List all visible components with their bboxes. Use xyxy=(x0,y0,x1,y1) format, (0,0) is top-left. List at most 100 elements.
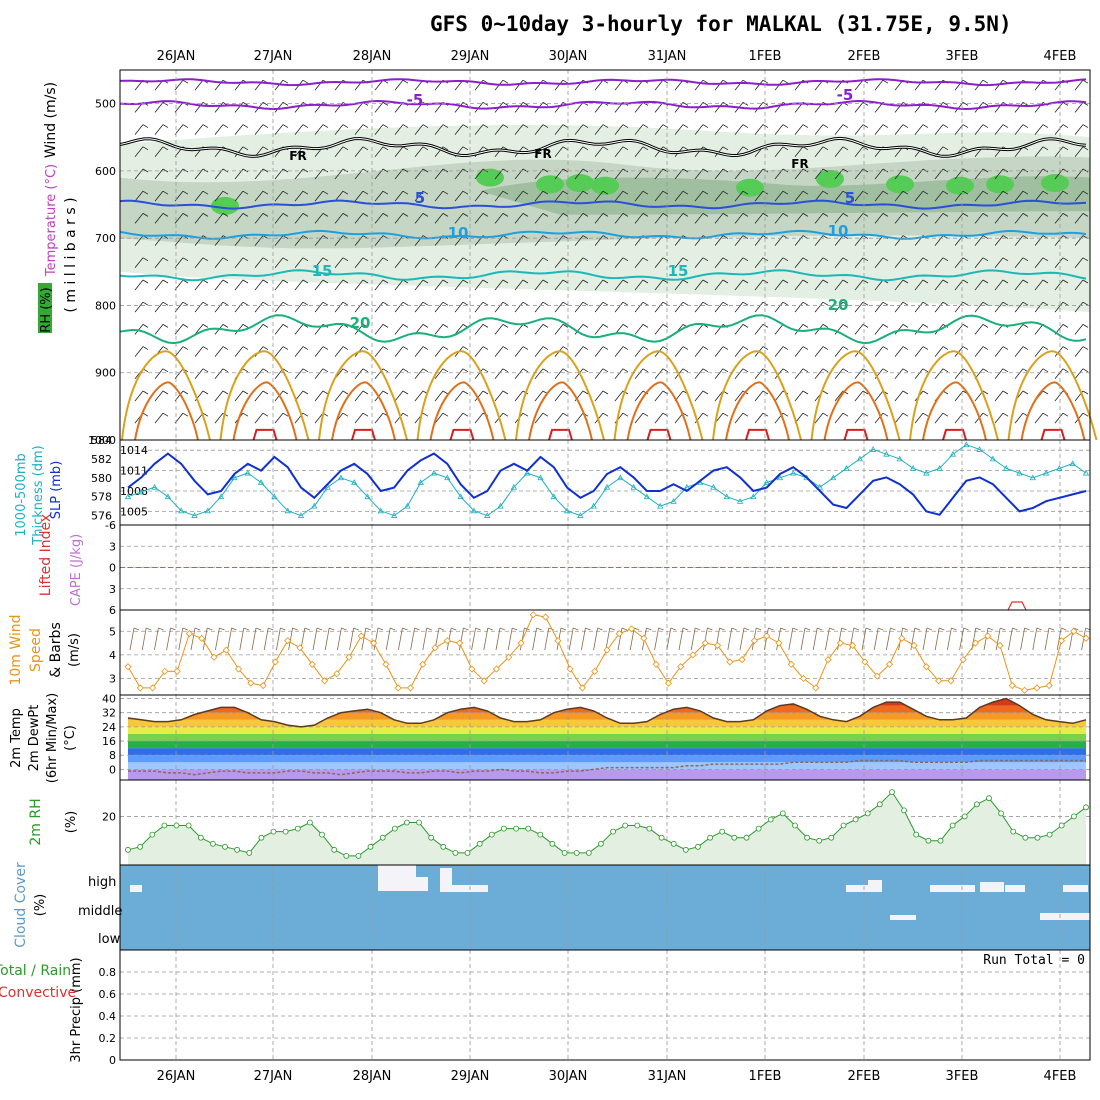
barb-staff xyxy=(1034,190,1044,202)
barb-flag xyxy=(502,168,509,173)
barb-staff xyxy=(1074,146,1084,158)
barb-flag xyxy=(422,412,429,417)
barb-flag xyxy=(642,324,649,328)
temp-band xyxy=(128,755,1086,763)
barb-staff xyxy=(394,235,404,246)
barb-flag xyxy=(622,412,629,417)
wind-barb xyxy=(1014,168,1029,180)
wind10m-marker xyxy=(615,630,623,638)
barb-flag xyxy=(922,346,929,350)
wind-barb xyxy=(694,301,709,313)
barb-staff xyxy=(174,213,184,224)
thickness-marker xyxy=(630,483,637,490)
barb-flag xyxy=(262,146,269,151)
rh2m-marker xyxy=(573,850,580,856)
barb-staff xyxy=(634,102,644,113)
barb-flag xyxy=(742,190,749,195)
barb-staff xyxy=(474,168,484,180)
barb-staff xyxy=(654,368,664,380)
barb-flag xyxy=(902,257,909,262)
barb-flag xyxy=(162,368,169,373)
thickness-marker xyxy=(444,474,451,481)
wind10m-marker xyxy=(542,613,550,621)
wind-barb xyxy=(474,279,489,291)
barb-staff xyxy=(934,235,944,246)
wind-barb xyxy=(294,301,309,313)
wind-barb xyxy=(1054,412,1069,424)
wind-barb xyxy=(154,190,169,202)
wind-barb xyxy=(614,301,629,313)
barb-staff xyxy=(1074,301,1084,313)
barb-staff xyxy=(214,346,224,357)
barb-staff xyxy=(194,124,204,135)
barb-flag xyxy=(942,368,949,373)
barb-staff xyxy=(874,235,884,246)
barb-flag xyxy=(582,279,589,284)
barb-staff xyxy=(314,190,324,202)
barb-staff xyxy=(654,235,664,246)
wind-barb xyxy=(674,102,689,113)
wind10m-barb-flag xyxy=(756,627,762,631)
barb-flag xyxy=(382,368,389,373)
wind10m-marker xyxy=(247,679,255,687)
wind-barb xyxy=(1034,190,1049,202)
wind-barb xyxy=(294,213,309,224)
barb-flag xyxy=(402,79,409,84)
axis-label: Lifted Index xyxy=(38,514,54,596)
wind10m-barb-flag xyxy=(146,627,152,631)
tick-label: 1000 xyxy=(88,434,116,447)
wind10m-barb-flag xyxy=(1000,627,1006,631)
wind-barb xyxy=(374,213,389,224)
tick-label: 32 xyxy=(102,707,116,720)
wind-barb xyxy=(454,390,469,402)
wind-barb xyxy=(834,412,849,424)
barb-flag xyxy=(702,102,709,106)
wind-barb xyxy=(774,124,789,135)
barb-flag xyxy=(162,412,169,417)
barb-flag xyxy=(182,257,189,262)
contour-label: 5 xyxy=(415,189,425,207)
barb-flag xyxy=(402,368,409,373)
tick-label: 500 xyxy=(95,98,116,111)
wind10m-marker xyxy=(456,639,464,647)
barb-staff xyxy=(334,213,344,224)
wind-barb xyxy=(194,213,209,224)
barb-staff xyxy=(534,213,544,224)
wind-barb xyxy=(934,213,949,224)
date-label-top: 4FEB xyxy=(1044,49,1077,64)
barb-flag xyxy=(962,346,969,350)
barb-staff xyxy=(134,190,144,202)
barb-staff xyxy=(694,213,704,224)
barb-flag xyxy=(742,124,749,128)
wind-barb xyxy=(1034,124,1049,135)
rh-shade-90 xyxy=(211,196,239,215)
barb-flag xyxy=(262,390,269,395)
contour-label: FR xyxy=(289,149,306,163)
wind10m-barb-flag xyxy=(731,627,737,631)
wind10m-barb-flag xyxy=(390,627,396,631)
barb-flag xyxy=(1042,301,1049,306)
barb-flag xyxy=(802,124,809,128)
wind10m-marker xyxy=(578,684,587,692)
barb-staff xyxy=(414,279,424,291)
barb-flag xyxy=(362,412,369,417)
wind-barb xyxy=(734,213,749,224)
date-label-bottom: 28JAN xyxy=(353,1069,392,1084)
wind-barb xyxy=(554,124,569,135)
wind-barb xyxy=(894,257,909,269)
cloud-level-label: high xyxy=(88,875,116,890)
barb-staff xyxy=(694,190,704,202)
barb-flag xyxy=(1082,390,1089,395)
wind10m-barb-flag xyxy=(926,627,933,631)
panel-wind10m xyxy=(119,609,1091,696)
wind-barb xyxy=(594,168,609,180)
barb-staff xyxy=(414,79,424,91)
barb-flag xyxy=(322,235,329,239)
barb-staff xyxy=(234,235,244,246)
barb-staff xyxy=(734,190,744,202)
barb-staff xyxy=(894,235,904,246)
barb-staff xyxy=(974,124,984,135)
wind-barb xyxy=(754,279,769,291)
barb-staff xyxy=(554,190,564,202)
barb-staff xyxy=(414,257,424,269)
